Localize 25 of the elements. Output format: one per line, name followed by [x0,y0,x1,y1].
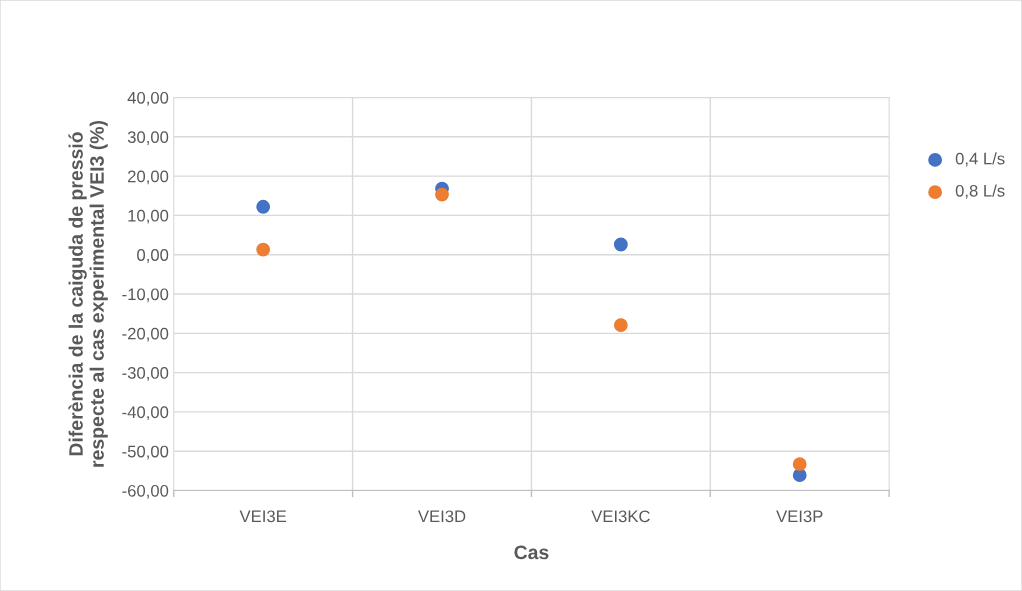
x-tick-label: VEI3P [776,510,823,523]
legend-label: 0,8 L/s [955,184,1005,199]
x-axis-title: Cas [514,545,549,560]
point [435,187,449,202]
y-tick-label: 30,00 [127,131,169,145]
y-tick-label: 10,00 [128,209,169,224]
point [613,237,628,252]
y-tick-label: -30,00 [122,367,169,381]
y-tick-label: 0,00 [137,249,169,263]
y-tick-label: -20,00 [122,327,169,342]
x-tick-label: VEI3D [418,510,466,523]
point [256,242,271,257]
y-tick-label: -60,00 [122,484,169,499]
y-tick-label: -50,00 [122,445,169,460]
y-tick-label: -40,00 [122,406,169,421]
point [792,457,807,472]
x-tick-label: VEI3E [239,510,287,523]
x-tick-label: VEI3KC [591,510,650,523]
y-axis-title: Diferència de la caiguda de pressió respecte al cas experimental VEI3 (%) [68,120,108,467]
point [256,199,271,214]
y-tick-label: -10,00 [122,288,169,303]
legend-label: 0,4 L/s [955,152,1005,167]
y-tick-label: 40,00 [127,91,169,106]
point [613,318,628,332]
y-tick-label: 20,00 [128,170,169,185]
